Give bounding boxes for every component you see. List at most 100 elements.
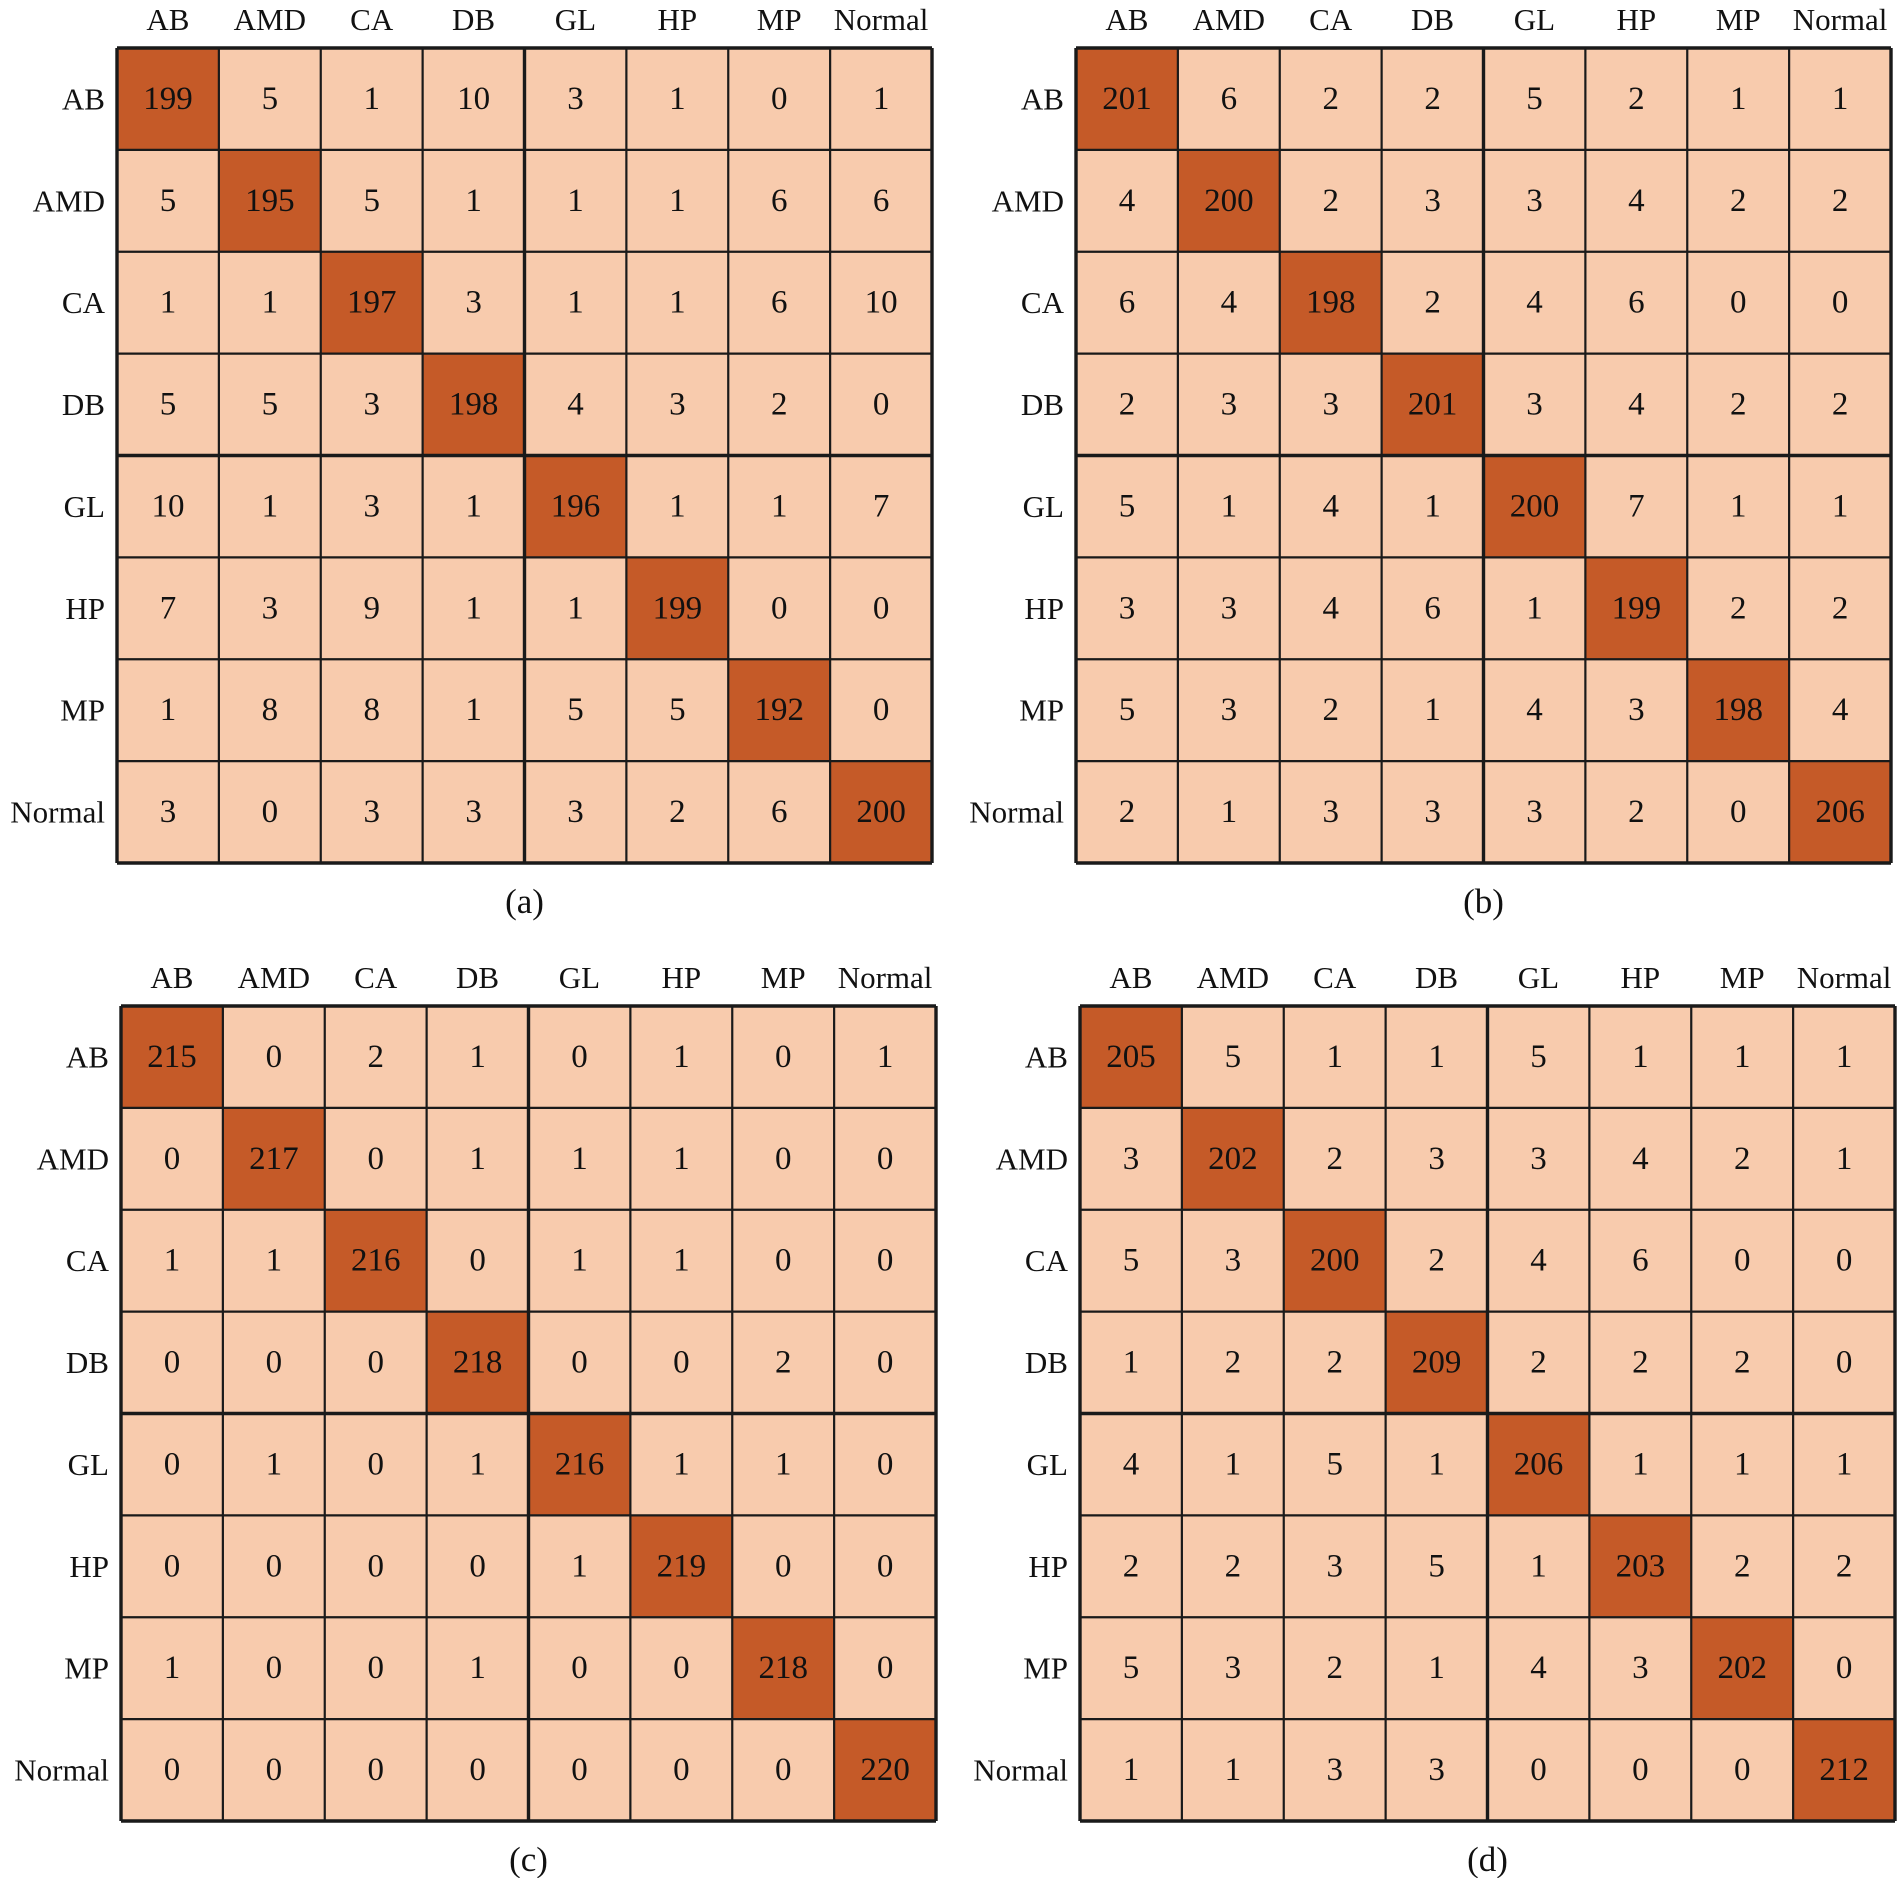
matrix-cell [1080, 1311, 1182, 1414]
matrix-cell [422, 149, 525, 252]
matrix-cell [1793, 1107, 1895, 1210]
column-label: AB [1105, 2, 1148, 37]
matrix-cell [524, 455, 627, 558]
cell-value: 7 [873, 488, 890, 524]
cell-value: 205 [1106, 1039, 1156, 1075]
cell-value: 3 [567, 81, 584, 117]
cell-value: 0 [367, 1141, 384, 1177]
matrix-cell [1080, 1107, 1182, 1210]
cell-value: 5 [567, 692, 584, 728]
matrix-cell [1585, 455, 1688, 558]
cell-value: 202 [1717, 1650, 1767, 1686]
cell-value: 1 [1836, 1039, 1853, 1075]
matrix-cell [1687, 659, 1790, 762]
row-label: AB [1025, 1039, 1068, 1074]
matrix-cell [324, 1209, 427, 1312]
matrix-cell [1385, 1719, 1488, 1821]
cell-value: 1 [1526, 590, 1543, 626]
matrix-cell [117, 659, 219, 762]
cell-value: 0 [164, 1548, 181, 1584]
matrix-cell [1589, 1107, 1692, 1210]
matrix-cell [1385, 1515, 1488, 1618]
matrix-cell [630, 1719, 733, 1821]
cell-value: 196 [551, 488, 601, 524]
matrix-cell [1793, 1515, 1895, 1618]
cell-value: 3 [262, 590, 279, 626]
matrix-cell [422, 761, 525, 863]
cell-value: 6 [771, 794, 788, 830]
cell-value: 2 [1225, 1345, 1242, 1381]
matrix-cell [1177, 659, 1280, 762]
matrix-cell [218, 353, 321, 456]
matrix-cell [1080, 1209, 1182, 1312]
matrix-cell [1585, 761, 1688, 863]
cell-value: 2 [1730, 183, 1747, 219]
matrix-cell [524, 659, 627, 762]
matrix-cell [830, 455, 932, 558]
matrix-panel-1: 199 5 1 10 3 1 0 15 195 5 1 1 1 6 61 1 197 3 1 1 6 105 5 3 198 4 3… [10, 2, 934, 921]
cell-value: 5 [1119, 692, 1136, 728]
column-label: AMD [234, 2, 306, 37]
cell-value: 0 [164, 1345, 181, 1381]
row-label: MP [1019, 693, 1064, 728]
row-label: Normal [14, 1753, 109, 1788]
cell-value: 219 [657, 1548, 707, 1584]
matrix-cell [1687, 761, 1790, 863]
matrix-cell [1589, 1311, 1692, 1414]
matrix-cell [426, 1006, 529, 1108]
cell-value: 1 [266, 1243, 283, 1279]
cell-value: 9 [363, 590, 380, 626]
matrix-cell [422, 353, 525, 456]
matrix-cell [630, 1209, 733, 1312]
cell-value: 5 [1119, 488, 1136, 524]
cell-value: 0 [877, 1243, 894, 1279]
cell-value: 10 [151, 488, 184, 524]
matrix-cell [1687, 353, 1790, 456]
cell-value: 6 [1632, 1243, 1649, 1279]
cell-value: 2 [1734, 1141, 1751, 1177]
matrix-cell [320, 455, 423, 558]
matrix-cell [630, 1515, 733, 1618]
matrix-cell [1487, 1617, 1590, 1720]
matrix-cell [732, 1209, 835, 1312]
matrix-cell [1381, 659, 1484, 762]
cell-value: 1 [567, 590, 584, 626]
cell-value: 3 [1526, 794, 1543, 830]
matrix-cell [1177, 48, 1280, 150]
cell-value: 6 [1119, 285, 1136, 321]
matrix-cell [1076, 149, 1178, 252]
row-label: CA [62, 285, 106, 320]
matrix-cell [1483, 761, 1586, 863]
matrix-cell [732, 1719, 835, 1821]
matrix-cell [732, 1515, 835, 1618]
cell-value: 2 [1428, 1243, 1445, 1279]
cell-value: 1 [1530, 1548, 1547, 1584]
cell-value: 2 [367, 1039, 384, 1075]
cell-value: 4 [1119, 183, 1136, 219]
matrix-cell [626, 557, 729, 660]
cell-value: 0 [164, 1141, 181, 1177]
cell-value: 1 [1836, 1446, 1853, 1482]
cell-value: 1 [669, 488, 686, 524]
matrix-cell [1177, 251, 1280, 354]
cell-value: 4 [1628, 183, 1645, 219]
matrix-cell [1483, 557, 1586, 660]
column-label: MP [757, 2, 802, 37]
matrix-cell [1793, 1209, 1895, 1312]
matrix-cell [1279, 659, 1382, 762]
cell-value: 0 [367, 1548, 384, 1584]
cell-value: 218 [758, 1650, 808, 1686]
cell-value: 1 [1836, 1141, 1853, 1177]
cell-value: 1 [266, 1446, 283, 1482]
matrix-cell [1076, 659, 1178, 762]
cell-value: 3 [1526, 387, 1543, 423]
matrix-cell [1279, 557, 1382, 660]
matrix-cell [830, 48, 932, 150]
matrix-cell [121, 1107, 223, 1210]
matrix-cell [117, 149, 219, 252]
row-label: AB [66, 1039, 109, 1074]
matrix-cell [1279, 149, 1382, 252]
matrix-cell [1585, 353, 1688, 456]
matrix-cell [834, 1719, 936, 1821]
cell-value: 0 [266, 1548, 283, 1584]
